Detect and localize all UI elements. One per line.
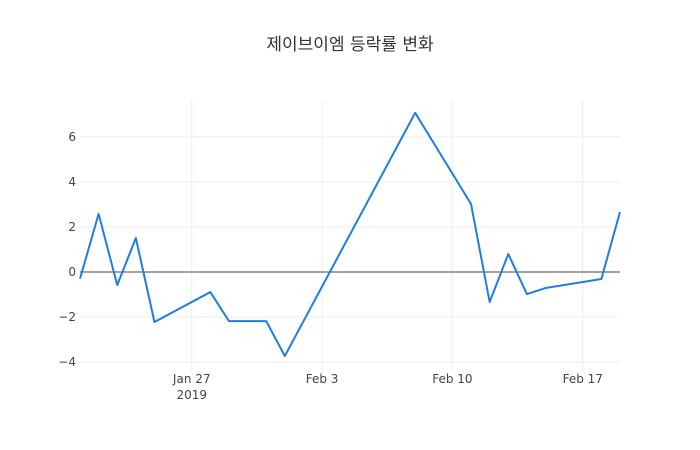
y-tick-label: 0 xyxy=(68,265,76,279)
series-line xyxy=(79,111,621,358)
x-tick-label: Feb 3 xyxy=(306,372,339,386)
x-tick-label-line: Feb 17 xyxy=(563,372,603,386)
x-tick-label-line: Jan 27 xyxy=(172,372,211,386)
chart-title: 제이브이엠 등락률 변화 xyxy=(266,35,434,55)
y-tick-label: −4 xyxy=(58,355,76,369)
y-tick-label: 6 xyxy=(68,130,76,144)
y-tick-label: 4 xyxy=(68,175,76,189)
x-tick-label: Feb 17 xyxy=(563,372,603,386)
x-tick-label: Feb 10 xyxy=(432,372,472,386)
x-tick-label-line: Feb 10 xyxy=(432,372,472,386)
x-tick-label-line: Feb 3 xyxy=(306,372,339,386)
x-tick-label: Jan 27 2019 xyxy=(172,372,211,402)
y-tick-label: 2 xyxy=(68,220,76,234)
y-tick-label: −2 xyxy=(58,310,76,324)
x-tick-label-line: 2019 xyxy=(176,388,207,402)
